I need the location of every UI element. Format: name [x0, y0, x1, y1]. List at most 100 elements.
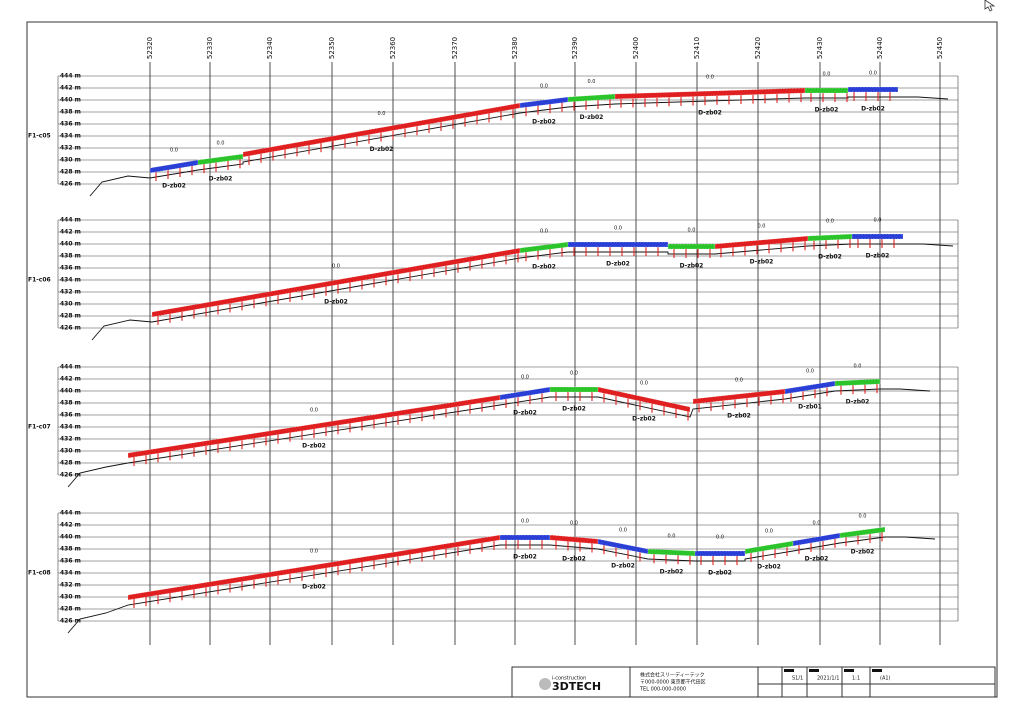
cell-header [809, 669, 819, 672]
panel-array [714, 235, 809, 250]
type-label: D-zb01 [798, 404, 822, 411]
elevation-label: 428 m [60, 606, 81, 613]
type-label: D-zb02 [302, 443, 326, 450]
type-label: D-zb02 [805, 556, 829, 563]
value-label: 0.0 [874, 218, 882, 224]
type-label: D-zb02 [632, 416, 656, 423]
company-line: 株式会社スリーディーテック [640, 672, 705, 679]
elevation-label: 434 m [60, 424, 81, 431]
type-label: D-zb02 [750, 259, 774, 266]
elevation-label: 444 m [60, 364, 81, 371]
elevation-label: 428 m [60, 460, 81, 467]
value-label: 0.0 [668, 534, 676, 540]
ground-line [67, 536, 936, 634]
type-label: D-zb02 [708, 570, 732, 577]
elevation-label: 428 m [60, 313, 81, 320]
value-label: 0.0 [813, 521, 821, 527]
value-label: 0.0 [217, 141, 225, 147]
value-label: 0.0 [706, 75, 714, 81]
elevation-label: 440 m [60, 388, 81, 395]
elevation-label: 440 m [60, 241, 81, 248]
elevation-label: 436 m [60, 121, 81, 128]
type-label: D-zb02 [698, 110, 722, 117]
type-label: D-zb02 [302, 584, 326, 591]
value-label: 0.0 [619, 528, 627, 534]
value-label: 0.0 [540, 229, 548, 235]
value-label: 0.0 [332, 264, 340, 270]
value-label: 0.0 [869, 71, 877, 77]
elevation-label: 434 m [60, 133, 81, 140]
logo-mark [539, 678, 551, 690]
elevation-label: 442 m [60, 85, 81, 92]
profile-panel: 444 m 442 m 440 m 438 m 436 m 434 m 432 m 430 m… [28, 364, 959, 488]
elevation-label: 444 m [60, 217, 81, 224]
type-label: D-zb02 [818, 254, 842, 261]
cell-value: S1/1 [792, 676, 803, 682]
panel-array [839, 526, 886, 539]
elevation-label: 426 m [60, 181, 81, 188]
value-label: 0.0 [735, 378, 743, 384]
panel-array [597, 386, 691, 413]
type-label: D-zb02 [727, 413, 751, 420]
type-label: D-zb02 [162, 183, 186, 190]
type-label: D-zb02 [562, 556, 586, 563]
elevation-label: 444 m [60, 510, 81, 517]
elevation-label: 432 m [60, 145, 81, 152]
station-label: 52380 [511, 37, 519, 59]
elevation-label: 442 m [60, 229, 81, 236]
value-label: 0.0 [588, 79, 596, 85]
panel-array [197, 153, 244, 166]
station-label: 52320 [146, 37, 154, 59]
type-label: D-zb02 [851, 549, 875, 556]
value-label: 0.0 [310, 408, 318, 414]
value-label: 0.0 [716, 535, 724, 541]
elevation-label: 438 m [60, 546, 81, 553]
elevation-label: 426 m [60, 472, 81, 479]
station-label: 52350 [328, 37, 336, 59]
value-label: 0.0 [540, 84, 548, 90]
title-block-frame [511, 666, 996, 698]
panel-array [694, 550, 746, 557]
type-label: D-zb02 [562, 406, 586, 413]
value-label: 0.0 [640, 381, 648, 387]
station-label: 52370 [451, 37, 459, 59]
elevation-label: 440 m [60, 97, 81, 104]
title-block: i-construction 3DTECH 株式会社スリーディーテック〒000-… [511, 666, 996, 698]
panel-array [549, 386, 599, 393]
section-label: F1-c05 [28, 133, 51, 140]
elevation-label: 426 m [60, 618, 81, 625]
value-label: 0.0 [570, 521, 578, 527]
type-label: D-zb02 [680, 263, 704, 270]
elevation-label: 432 m [60, 582, 81, 589]
value-label: 0.0 [826, 219, 834, 225]
value-label: 0.0 [823, 72, 831, 78]
value-label: 0.0 [859, 514, 867, 520]
value-label: 0.0 [806, 369, 814, 375]
type-label: D-zb02 [660, 569, 684, 576]
station-label: 52390 [571, 37, 579, 59]
cell-header [872, 669, 882, 672]
value-label: 0.0 [378, 111, 386, 117]
elevation-label: 428 m [60, 169, 81, 176]
elevation-label: 440 m [60, 534, 81, 541]
cell-header [784, 669, 794, 672]
panel-array [519, 96, 569, 109]
station-label: 52360 [389, 37, 397, 59]
type-label: D-zb02 [580, 114, 604, 121]
type-label: D-zb02 [757, 564, 781, 571]
type-label: D-zb02 [532, 119, 556, 126]
elevation-label: 438 m [60, 400, 81, 407]
type-label: D-zb02 [513, 410, 537, 417]
profile-panel: 444 m 442 m 440 m 438 m 436 m 434 m 432 m 430 m… [28, 510, 959, 634]
panel-array [847, 86, 899, 93]
elevation-label: 430 m [60, 301, 81, 308]
panel-array [744, 540, 794, 555]
value-label: 0.0 [854, 364, 862, 370]
section-label: F1-c07 [28, 424, 51, 431]
value-label: 0.0 [170, 148, 178, 154]
panel-array [499, 534, 551, 541]
elevation-label: 438 m [60, 253, 81, 260]
profile-panel: 444 m 442 m 440 m 438 m 436 m 434 m 432 m 430 m… [28, 71, 959, 197]
value-label: 0.0 [688, 228, 696, 234]
